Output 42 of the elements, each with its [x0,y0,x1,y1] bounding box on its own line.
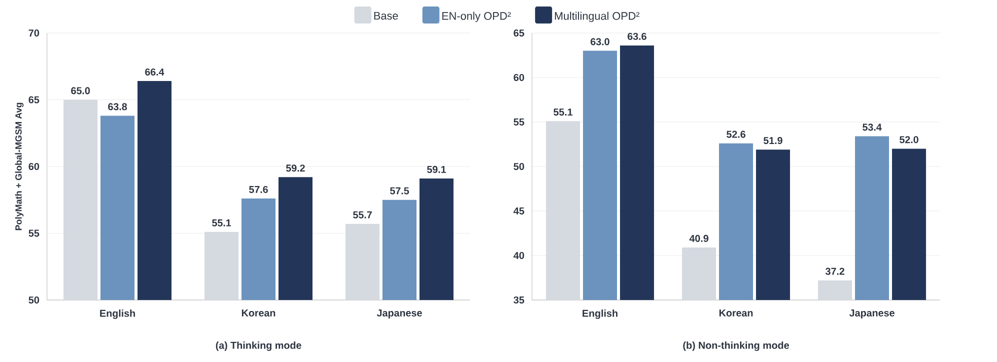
y-tick-label: 55 [28,230,40,237]
y-tick-label: 40 [514,252,524,260]
data-label: 57.6 [249,186,268,194]
data-label: 40.9 [689,234,708,242]
x-tick-label: Korean [242,310,276,316]
data-label: 52.6 [726,130,746,138]
data-label: 65.0 [71,87,90,94]
data-label: 59.1 [427,166,446,173]
data-label: 63.6 [628,32,646,40]
legend-label: Base [374,12,398,20]
y-tick-label: 45 [514,208,524,214]
y-tick-label: 60 [514,74,524,82]
y-tick-label: 50 [514,162,524,170]
legend-label: EN-only OPD² [442,12,511,22]
data-label: 37.2 [826,268,844,275]
data-label: 63.8 [108,103,127,110]
y-tick-label: 70 [28,29,40,37]
x-tick-label: Korean [719,310,753,316]
text: (b) Non-thinking mode [683,342,789,351]
x-tick-label: English [100,310,135,319]
text: (a) Thinking mode [216,342,302,351]
data-label: 55.7 [353,211,372,218]
y-tick-label: 55 [514,118,524,126]
y-tick-label: 60 [28,162,40,170]
y-tick-label: 50 [28,296,40,304]
data-label: 52.0 [900,136,918,144]
data-label: 59.2 [286,164,305,172]
x-tick-label: English [582,310,618,319]
data-label: 55.1 [554,108,572,116]
data-label: 57.5 [390,187,409,194]
data-label: 63.0 [590,38,610,46]
legend-label: Multilingual OPD² [554,12,640,22]
y-tick-label: 65 [514,29,524,37]
y-tick-label: 65 [28,96,40,104]
data-label: 53.4 [862,124,882,131]
x-tick-label: Japanese [849,310,894,318]
data-label: 51.9 [764,136,782,144]
data-label: 55.1 [212,219,231,226]
y-axis-title: PolyMath + Global-MGSM Avg [15,102,24,230]
y-tick-label: 35 [514,296,524,304]
x-tick-label: Japanese [376,310,422,318]
data-label: 66.4 [145,68,164,76]
